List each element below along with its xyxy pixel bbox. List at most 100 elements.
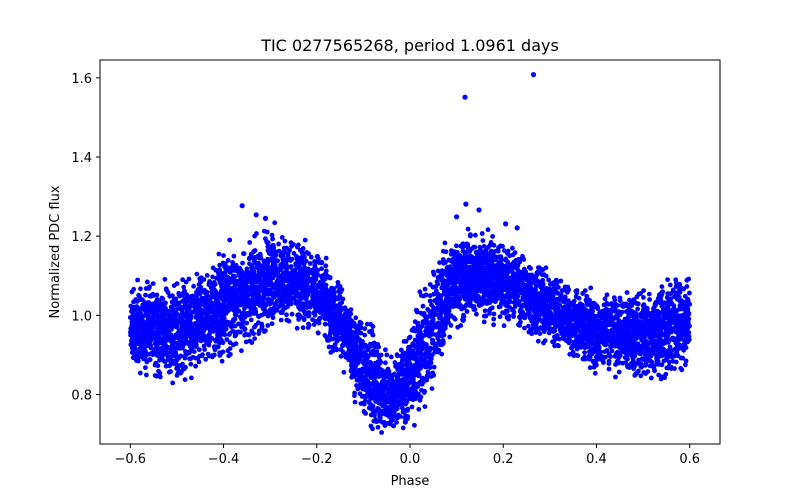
data-point — [431, 364, 437, 370]
data-point — [211, 283, 217, 288]
data-point — [304, 250, 310, 255]
data-point — [217, 321, 223, 327]
data-point — [556, 343, 561, 349]
data-point — [402, 350, 407, 356]
data-point — [454, 243, 459, 249]
data-point — [137, 293, 142, 299]
data-point — [254, 231, 259, 236]
data-point — [148, 345, 154, 351]
data-point — [243, 339, 249, 345]
data-point — [206, 282, 212, 288]
data-point — [455, 324, 461, 330]
data-point — [526, 323, 531, 329]
data-point — [227, 237, 233, 243]
data-point — [183, 279, 189, 285]
data-point — [673, 292, 679, 298]
data-point — [630, 359, 636, 364]
data-point — [210, 274, 216, 280]
data-point — [473, 250, 479, 255]
data-point — [323, 255, 329, 261]
data-point — [379, 430, 384, 435]
data-points — [127, 72, 693, 435]
data-point — [429, 302, 434, 308]
data-point — [654, 356, 659, 361]
data-point — [546, 277, 551, 283]
data-point — [146, 285, 152, 291]
data-point — [424, 373, 430, 379]
data-point — [357, 391, 363, 397]
data-point — [383, 360, 388, 366]
data-point — [612, 297, 618, 303]
data-point — [636, 291, 642, 297]
data-point — [496, 304, 502, 310]
data-point — [680, 355, 686, 361]
data-point — [162, 276, 168, 282]
data-point — [464, 309, 470, 314]
data-point — [171, 302, 177, 308]
data-point — [584, 299, 590, 305]
data-point — [401, 339, 407, 344]
data-point — [269, 232, 275, 238]
data-point — [480, 238, 486, 244]
data-point — [422, 286, 428, 292]
data-point — [138, 286, 143, 292]
data-point — [535, 338, 541, 344]
data-point — [312, 259, 317, 264]
data-point — [231, 253, 237, 259]
data-point — [378, 352, 384, 358]
data-point — [143, 365, 148, 371]
data-point — [435, 335, 441, 341]
data-point — [288, 264, 294, 269]
data-point — [182, 377, 188, 382]
data-point — [367, 329, 372, 335]
data-point — [535, 270, 541, 275]
data-point — [315, 289, 321, 295]
data-point — [163, 363, 169, 369]
data-point — [362, 332, 368, 338]
data-point — [294, 325, 300, 331]
data-point — [297, 247, 303, 253]
data-point — [491, 311, 497, 317]
data-point — [503, 308, 509, 314]
data-point — [665, 277, 670, 282]
data-point — [203, 356, 209, 362]
data-point — [683, 358, 689, 364]
data-point — [352, 393, 357, 399]
data-point — [405, 406, 411, 412]
data-point — [272, 220, 278, 226]
data-point — [607, 353, 613, 359]
data-point — [659, 284, 665, 289]
data-point — [154, 297, 160, 302]
data-point — [546, 330, 552, 336]
data-point — [287, 290, 293, 296]
data-point — [327, 316, 333, 322]
data-point — [394, 420, 399, 425]
data-point — [459, 306, 464, 312]
data-point — [572, 307, 578, 313]
data-point — [150, 281, 156, 286]
data-point — [159, 306, 165, 311]
data-point — [673, 277, 679, 283]
data-point — [338, 319, 344, 325]
data-point — [384, 352, 390, 358]
data-point — [417, 289, 423, 295]
data-point — [641, 288, 646, 293]
data-point — [670, 287, 676, 293]
data-point — [445, 278, 450, 284]
data-point — [240, 260, 245, 266]
chart-title: TIC 0277565268, period 1.0961 days — [260, 36, 559, 55]
data-point — [170, 380, 176, 386]
data-point — [412, 343, 418, 349]
data-point — [427, 293, 433, 299]
data-point — [435, 281, 441, 287]
data-point — [632, 373, 638, 378]
data-point — [310, 317, 315, 322]
data-point — [329, 285, 334, 291]
data-point — [401, 409, 407, 415]
data-point — [491, 322, 496, 328]
data-point — [189, 375, 194, 381]
data-point — [400, 405, 405, 411]
data-point — [423, 292, 429, 298]
data-point — [442, 240, 448, 246]
data-point — [647, 297, 652, 302]
